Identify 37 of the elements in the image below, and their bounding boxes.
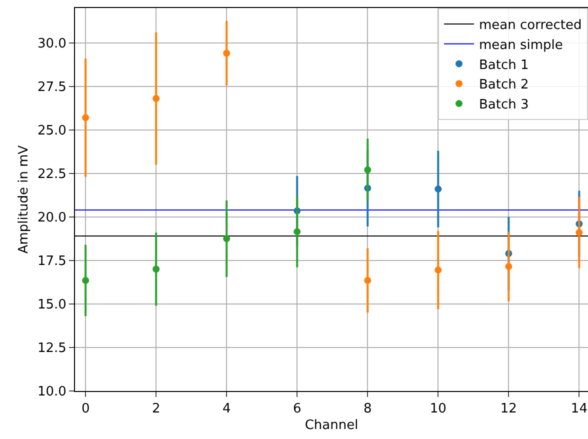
point [152, 266, 160, 273]
legend-label: Batch 2 [479, 78, 529, 93]
point [82, 276, 90, 284]
legend-label: Batch 1 [479, 58, 529, 73]
point [152, 95, 160, 102]
y-tick-label: 27.5 [37, 80, 66, 95]
point [364, 166, 372, 174]
point [434, 266, 442, 274]
y-tick-label: 25.0 [37, 123, 66, 138]
y-tick-label: 30.0 [37, 36, 66, 52]
x-tick-label: 2 [152, 402, 160, 417]
point [434, 186, 442, 193]
y-tick-label: 20.0 [37, 210, 66, 226]
x-tick-label: 6 [292, 402, 302, 417]
legend-label: mean simple [479, 38, 563, 53]
point [576, 229, 583, 236]
y-axis-title: Amplitude in mV [16, 145, 32, 254]
x-tick-label: 0 [81, 402, 90, 417]
point [223, 235, 230, 242]
x-tick-label: 4 [222, 402, 231, 417]
x-axis-title: Channel [304, 418, 358, 434]
point [82, 114, 90, 122]
y-tick-label: 17.5 [37, 254, 66, 269]
point [223, 50, 230, 57]
x-tick-label: 8 [364, 402, 372, 417]
y-tick-label: 15.0 [37, 298, 66, 312]
y-tick-label: 12.5 [37, 341, 66, 356]
point [364, 276, 372, 284]
legend-label: mean corrected [479, 18, 582, 34]
point [294, 228, 301, 236]
x-tick-label: 10 [430, 402, 446, 417]
y-tick-label: 22.5 [37, 166, 66, 182]
y-tick-label: 10.0 [37, 384, 66, 400]
x-tick-label: 12 [500, 402, 517, 417]
x-tick-label: 14 [570, 402, 588, 417]
point [505, 263, 512, 270]
legend-label: Batch 3 [479, 98, 529, 113]
